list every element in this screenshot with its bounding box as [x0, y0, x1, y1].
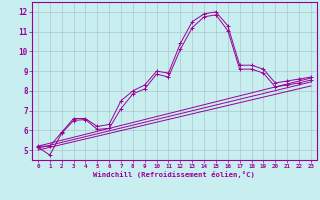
X-axis label: Windchill (Refroidissement éolien,°C): Windchill (Refroidissement éolien,°C): [93, 171, 255, 178]
